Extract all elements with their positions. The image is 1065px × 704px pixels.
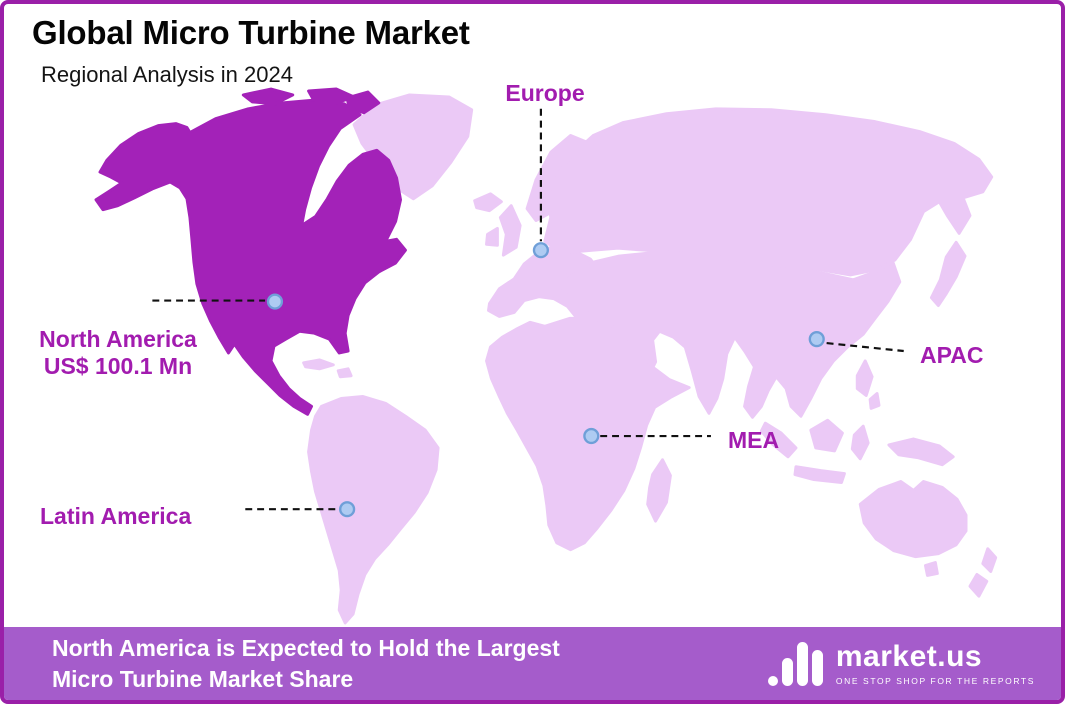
island-ireland (485, 226, 499, 247)
region-label-europe: Europe (505, 80, 585, 106)
region-label-mea: MEA (728, 427, 780, 453)
island-tasmania (924, 561, 939, 577)
island-new-zealand-south (968, 572, 989, 598)
continent-australia (858, 480, 968, 559)
region-markers (266, 242, 825, 518)
arctic-island (307, 87, 356, 106)
island-cuba (302, 358, 335, 371)
marketus-logo-text: market.us ONE STOP SHOP FOR THE REPORTS (835, 639, 1035, 686)
island-philippines (855, 359, 874, 397)
island-borneo (809, 418, 844, 453)
arctic-island (241, 87, 295, 106)
landmass-north-america (94, 87, 407, 416)
region-value: US$ 100.1 Mn (43, 353, 193, 380)
marker-north-america (266, 293, 284, 310)
island-new-guinea (887, 437, 955, 467)
island-java (793, 465, 846, 484)
region-russia (543, 107, 994, 277)
island-hispaniola (336, 367, 353, 379)
logo-tagline: ONE STOP SHOP FOR THE REPORTS (835, 675, 1035, 686)
island-philippines-south (868, 392, 881, 410)
logo-brand: market.us (835, 639, 983, 673)
marker-europe (532, 242, 550, 259)
leader-line-apac (826, 342, 904, 353)
footer-headline-line2: Micro Turbine Market Share (52, 665, 354, 692)
page-subtitle: Regional Analysis in 2024 (41, 62, 293, 87)
continent-north-america (94, 98, 407, 416)
landmass-light (302, 93, 998, 625)
island-new-zealand-north (981, 547, 998, 573)
island-japan (929, 240, 967, 308)
continent-south-america (307, 395, 440, 625)
marketus-logo-icon (767, 641, 823, 686)
island-sulawesi (850, 424, 870, 461)
region-name: North America (39, 326, 197, 352)
marker-apac (808, 331, 825, 348)
marketus-logo: market.us ONE STOP SHOP FOR THE REPORTS (767, 639, 1035, 688)
region-label-latin-america: Latin America (40, 503, 192, 529)
page-title: Global Micro Turbine Market (32, 14, 470, 51)
region-label-north-america: North America US$ 100.1 Mn (12, 326, 224, 380)
island-madagascar (646, 458, 672, 523)
island-sumatra (759, 421, 798, 459)
marker-mea (583, 427, 600, 445)
world-map (94, 87, 998, 625)
footer-bar: North America is Expected to Hold the La… (4, 627, 1061, 700)
marker-latin-america (339, 501, 356, 518)
arctic-island (345, 90, 381, 115)
leader-lines (152, 108, 904, 511)
island-iceland (473, 192, 503, 213)
footer-headline: North America is Expected to Hold the La… (52, 633, 560, 694)
region-label-apac: APAC (920, 342, 984, 368)
island-uk (498, 204, 522, 257)
footer-headline-line1: North America is Expected to Hold the La… (52, 635, 560, 662)
